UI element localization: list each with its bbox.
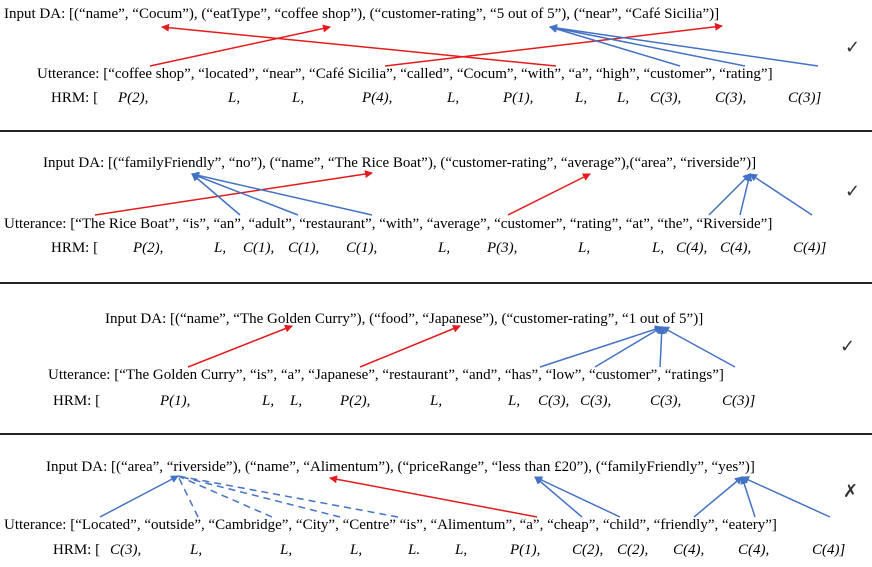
hrm-token: C(2), xyxy=(572,542,604,558)
p2-arrow-adult xyxy=(191,172,299,216)
p4-arrow-alimentum xyxy=(329,475,538,518)
panel-2-check-icon: ✓ xyxy=(845,181,861,202)
hrm-token: L, xyxy=(190,542,203,558)
p2-arrow-restaurant xyxy=(191,171,373,216)
hrm-token: L, xyxy=(430,393,443,409)
p2-arrow-average xyxy=(507,173,591,216)
hrm-token: C(1), xyxy=(346,240,378,256)
panel-2-input-da: Input DA: [(“familyFriendly”, “no”), (“n… xyxy=(43,155,757,171)
p4-arrow-friendly xyxy=(740,476,756,518)
p4-arrow-child xyxy=(693,476,743,518)
panel-1-utterance: Utterance: [“coffee shop”, “located”, “n… xyxy=(37,66,773,82)
panel-2-hrm-label: HRM: [ xyxy=(51,240,99,256)
hrm-token: P(1), xyxy=(503,90,534,106)
p2-arrow-riverside xyxy=(749,173,813,216)
p3-arrow-golden-curry xyxy=(187,324,293,368)
hrm-token: C(3)] xyxy=(788,90,822,106)
p2-arrow-at xyxy=(708,173,751,216)
p4-arrow-a xyxy=(534,476,583,518)
hrm-token: L, xyxy=(292,90,305,106)
hrm-token: C(3), xyxy=(580,393,612,409)
hrm-token: L, xyxy=(508,393,521,409)
hrm-token: C(3)] xyxy=(722,393,756,409)
p4-arrow-outside xyxy=(177,475,199,518)
panel-1-hrm-label: HRM: [ xyxy=(51,90,99,106)
p3-arrow-customer xyxy=(657,326,666,368)
hrm-token: L, xyxy=(214,240,227,256)
p3-arrow-has xyxy=(539,325,663,368)
panel-3-utterance: Utterance: [“The Golden Curry”, “is”, “a… xyxy=(48,367,724,383)
p4-arrow-centre xyxy=(177,475,399,518)
hrm-token: C(4), xyxy=(738,542,770,558)
p4-arrow-city xyxy=(177,475,341,518)
panel-divider-3 xyxy=(0,433,872,435)
p4-arrow-eatery xyxy=(741,476,831,518)
hrm-token: L. xyxy=(408,542,421,558)
hrm-token: C(4)] xyxy=(812,542,846,558)
p1-arrow-coffee-shop xyxy=(149,24,331,67)
p4-arrow-located xyxy=(99,475,179,518)
hrm-token: C(4), xyxy=(720,240,752,256)
panel-3-input-da: Input DA: [(“name”, “The Golden Curry”),… xyxy=(105,311,704,327)
panel-4-utterance: Utterance: [“Located”, “outside”, “Cambr… xyxy=(4,517,777,533)
panel-4-input-da: Input DA: [(“area”, “riverside”), (“name… xyxy=(46,459,755,475)
hrm-token: L, xyxy=(262,393,275,409)
hrm-token: L, xyxy=(447,90,460,106)
hrm-token: L, xyxy=(350,542,363,558)
p3-arrow-japanese xyxy=(359,324,461,368)
p4-arrow-cambridge xyxy=(177,475,273,518)
panel-2-utterance: Utterance: [“The Rice Boat”, “is”, “an”,… xyxy=(4,216,773,232)
panel-3-hrm-label: HRM: [ xyxy=(53,393,101,409)
panel-1-check-icon: ✓ xyxy=(845,37,861,58)
p1-arrow-cafe-sicilia xyxy=(384,22,723,67)
p3-arrow-low xyxy=(594,326,663,368)
hrm-token: C(2), xyxy=(617,542,649,558)
panel-4-cross-icon: ✗ xyxy=(843,481,859,502)
p1-arrow-customer xyxy=(549,24,746,67)
p1-arrow-cocum xyxy=(161,23,557,67)
hrm-token: L, xyxy=(438,240,451,256)
hrm-token: P(2), xyxy=(118,90,149,106)
p2-arrow-the xyxy=(739,173,753,216)
hrm-token: P(1), xyxy=(510,542,541,558)
panel-1-input-da: Input DA: [(“name”, “Cocum”), (“eatType”… xyxy=(4,6,720,22)
hrm-token: L, xyxy=(652,240,665,256)
hrm-token: P(4), xyxy=(362,90,393,106)
hrm-token: L, xyxy=(228,90,241,106)
p1-arrow-rating xyxy=(549,24,819,67)
p2-arrow-an xyxy=(191,173,241,216)
panel-3-check-icon: ✓ xyxy=(840,336,856,357)
hrm-token: C(3), xyxy=(650,90,682,106)
hrm-token: L, xyxy=(280,542,293,558)
p2-arrow-rice-boat xyxy=(94,170,373,216)
hrm-token: L, xyxy=(455,542,468,558)
hrm-token: C(4)] xyxy=(793,240,827,256)
hrm-token: P(1), xyxy=(160,393,191,409)
hrm-token: C(3), xyxy=(650,393,682,409)
hrm-token: C(4), xyxy=(676,240,708,256)
hrm-token: C(4), xyxy=(673,542,705,558)
panel-divider-1 xyxy=(0,130,872,132)
hrm-token: P(2), xyxy=(133,240,164,256)
hrm-token: L, xyxy=(578,240,591,256)
p1-arrow-high xyxy=(549,25,681,67)
panel-4-hrm-label: HRM: [ xyxy=(53,542,101,558)
hrm-token: L, xyxy=(290,393,303,409)
p4-arrow-cheap xyxy=(534,476,621,518)
hrm-token: L, xyxy=(617,90,630,106)
hrm-token: C(3), xyxy=(715,90,747,106)
hrm-token: C(1), xyxy=(243,240,275,256)
hrm-token: C(3), xyxy=(110,542,142,558)
hrm-token: P(3), xyxy=(487,240,518,256)
p3-arrow-ratings xyxy=(661,326,736,368)
hrm-token: P(2), xyxy=(340,393,371,409)
hrm-token: C(1), xyxy=(288,240,320,256)
panel-divider-2 xyxy=(0,282,872,284)
hrm-token: L, xyxy=(575,90,588,106)
hrm-token: C(3), xyxy=(538,393,570,409)
